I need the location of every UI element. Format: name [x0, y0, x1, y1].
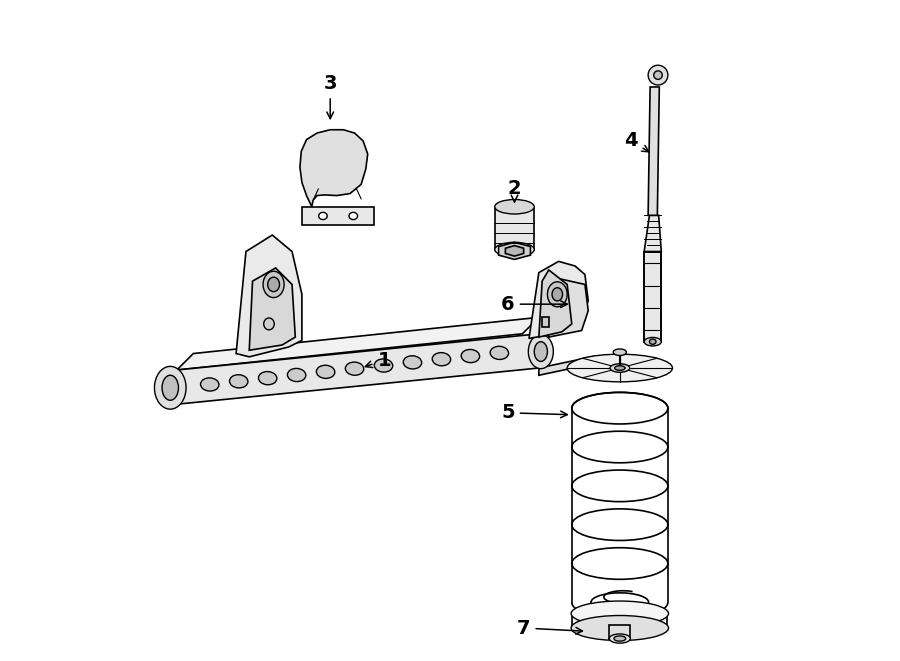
- Text: 7: 7: [517, 619, 582, 637]
- Polygon shape: [249, 268, 295, 350]
- Text: 1: 1: [365, 350, 391, 369]
- Polygon shape: [644, 252, 662, 342]
- Ellipse shape: [614, 636, 626, 641]
- Ellipse shape: [346, 362, 364, 375]
- Text: 2: 2: [508, 180, 521, 202]
- Polygon shape: [572, 613, 667, 628]
- Ellipse shape: [201, 378, 219, 391]
- Polygon shape: [176, 334, 539, 405]
- Ellipse shape: [650, 339, 656, 344]
- Polygon shape: [542, 317, 549, 327]
- Ellipse shape: [230, 375, 248, 388]
- Text: 5: 5: [501, 403, 567, 422]
- Polygon shape: [648, 87, 660, 215]
- Ellipse shape: [567, 354, 672, 382]
- Ellipse shape: [263, 271, 284, 297]
- Polygon shape: [529, 261, 589, 338]
- Ellipse shape: [648, 65, 668, 85]
- Ellipse shape: [267, 277, 280, 292]
- Polygon shape: [236, 235, 302, 357]
- Polygon shape: [176, 317, 539, 370]
- Ellipse shape: [349, 212, 357, 219]
- Ellipse shape: [615, 366, 626, 370]
- Polygon shape: [644, 215, 662, 252]
- Ellipse shape: [644, 337, 662, 346]
- Polygon shape: [609, 625, 630, 639]
- Ellipse shape: [609, 634, 630, 643]
- Ellipse shape: [461, 350, 480, 363]
- Ellipse shape: [319, 212, 328, 219]
- Polygon shape: [539, 356, 595, 375]
- Ellipse shape: [610, 364, 630, 372]
- Text: 4: 4: [625, 132, 649, 152]
- Polygon shape: [302, 207, 374, 225]
- Text: 6: 6: [501, 295, 567, 314]
- Ellipse shape: [432, 352, 451, 366]
- Ellipse shape: [552, 288, 562, 301]
- Ellipse shape: [613, 349, 626, 356]
- Ellipse shape: [535, 342, 547, 362]
- Ellipse shape: [653, 71, 662, 79]
- Ellipse shape: [547, 282, 567, 307]
- Polygon shape: [495, 207, 535, 250]
- Ellipse shape: [495, 200, 535, 214]
- Polygon shape: [549, 278, 589, 337]
- Ellipse shape: [258, 371, 277, 385]
- Ellipse shape: [155, 366, 186, 409]
- Ellipse shape: [264, 318, 274, 330]
- Ellipse shape: [374, 359, 392, 372]
- Ellipse shape: [572, 601, 669, 626]
- Ellipse shape: [572, 615, 669, 641]
- Ellipse shape: [403, 356, 422, 369]
- Polygon shape: [300, 130, 368, 207]
- Text: 3: 3: [323, 74, 337, 119]
- Ellipse shape: [317, 366, 335, 379]
- Ellipse shape: [162, 375, 178, 401]
- Ellipse shape: [528, 334, 554, 369]
- Polygon shape: [499, 243, 530, 259]
- Polygon shape: [539, 270, 572, 337]
- Polygon shape: [506, 246, 524, 256]
- Ellipse shape: [491, 346, 508, 360]
- Ellipse shape: [287, 368, 306, 381]
- Ellipse shape: [495, 243, 535, 256]
